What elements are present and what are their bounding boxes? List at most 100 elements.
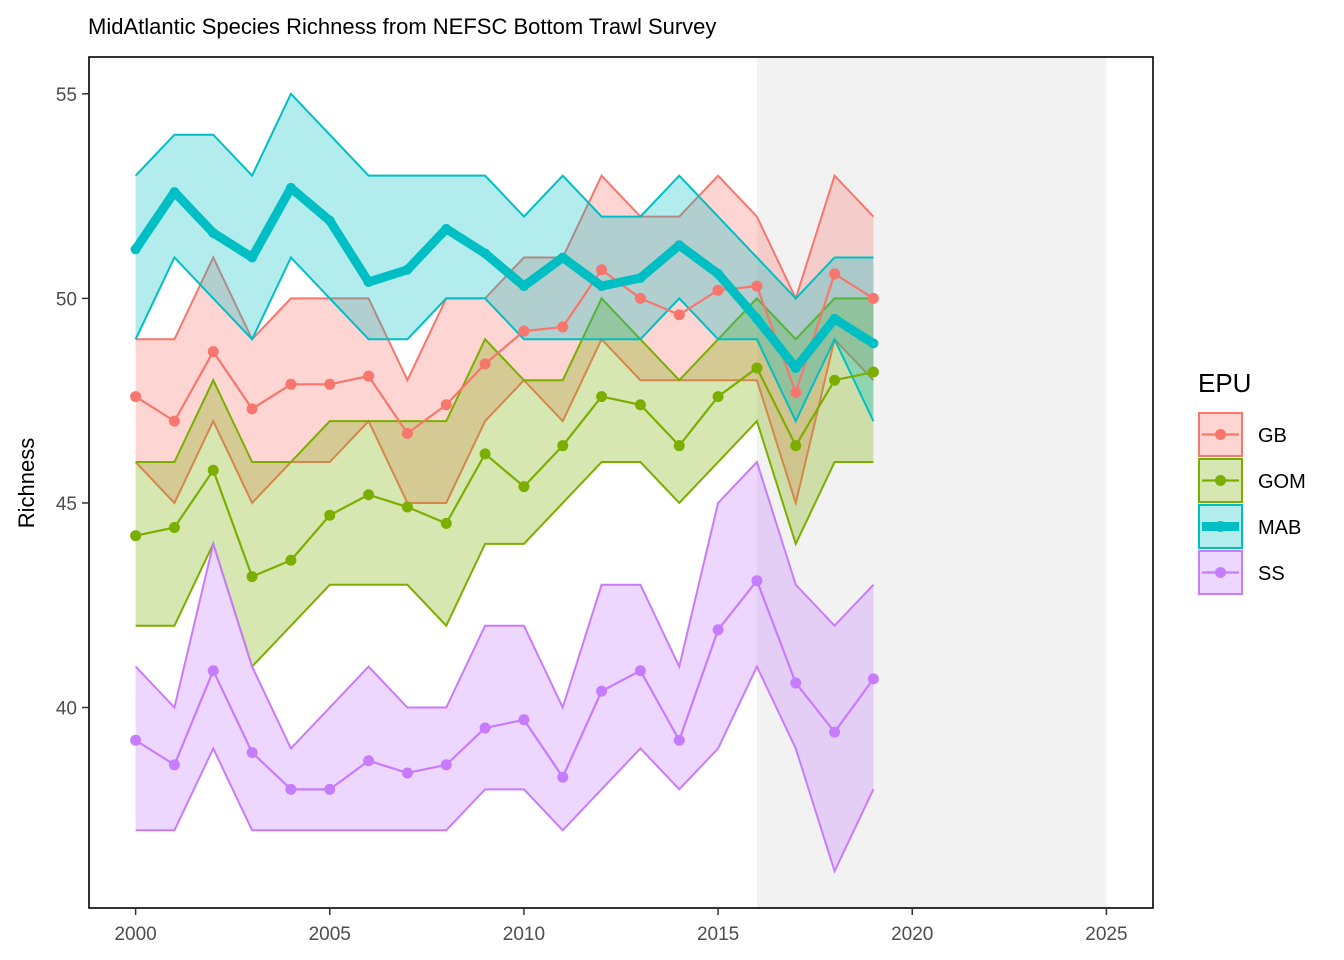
point-gb-2000 (130, 391, 142, 403)
legend-point (1215, 475, 1226, 486)
point-mab-2012 (596, 281, 607, 292)
point-gom-2001 (168, 522, 180, 534)
projection-shaded-region (756, 57, 1107, 908)
point-gb-2014 (673, 309, 685, 321)
point-gb-2004 (285, 378, 297, 390)
point-ss-2019 (867, 673, 879, 685)
band-lower-mab (134, 255, 875, 424)
point-gb-2010 (518, 325, 530, 337)
point-gom-2008 (440, 517, 452, 529)
point-gom-2003 (246, 571, 258, 583)
legend-label: SS (1258, 563, 1285, 585)
point-gb-2015 (712, 284, 724, 296)
point-mab-2009 (480, 248, 491, 259)
point-gb-2011 (557, 321, 569, 333)
point-ss-2005 (324, 783, 336, 795)
point-ss-2018 (829, 726, 841, 738)
point-ss-2003 (246, 747, 258, 759)
point-gom-2013 (634, 399, 646, 411)
y-tick-label: 55 (56, 85, 77, 106)
point-ss-2006 (363, 755, 375, 767)
point-gb-2019 (867, 292, 879, 304)
point-gb-2012 (596, 264, 608, 276)
legend-label: GB (1258, 425, 1287, 447)
point-ss-2014 (673, 734, 685, 746)
point-gb-2003 (246, 403, 258, 415)
band-lower-gb (134, 337, 875, 507)
y-tick-label: 40 (56, 699, 77, 720)
legend-title: EPU (1198, 368, 1251, 398)
point-mab-2019 (868, 338, 879, 349)
point-mab-2017 (790, 362, 801, 373)
confidence-bands (134, 92, 875, 874)
legend-label: GOM (1258, 471, 1306, 493)
point-ss-2001 (168, 759, 180, 771)
y-tick-label: 50 (56, 289, 77, 310)
point-mab-2013 (635, 272, 646, 283)
point-gb-2007 (401, 427, 413, 439)
series-line-gb (134, 268, 875, 435)
point-gb-2001 (168, 415, 180, 427)
point-mab-2008 (441, 223, 452, 234)
point-gom-2017 (790, 440, 802, 452)
legend-item-ss: SS (1198, 550, 1285, 595)
point-gom-2002 (207, 464, 219, 476)
series-line-mab (131, 183, 878, 373)
legend-point (1215, 429, 1226, 440)
series-lines (130, 182, 879, 795)
point-gom-2016 (751, 362, 763, 374)
point-gom-2007 (401, 501, 413, 513)
point-ss-2004 (285, 783, 297, 795)
point-gom-2005 (324, 509, 336, 521)
x-tick-label: 2000 (114, 924, 156, 945)
y-tick-label: 45 (56, 494, 77, 515)
band-gom (135, 298, 874, 667)
band-upper-gb (135, 173, 875, 383)
x-tick-label: 2025 (1085, 924, 1127, 945)
y-axis: 40 45 50 55 (56, 85, 89, 720)
plot-panel-border (88, 56, 1154, 909)
point-ss-2015 (712, 624, 724, 636)
point-gb-2005 (324, 378, 336, 390)
point-gb-2008 (440, 399, 452, 411)
point-ss-2010 (518, 714, 530, 726)
x-tick-label: 2010 (503, 924, 545, 945)
x-axis: 2000 2005 2010 2015 2020 2025 (114, 908, 1128, 945)
point-mab-2007 (402, 264, 413, 275)
point-ss-2016 (751, 575, 763, 587)
band-ss (135, 462, 874, 872)
point-ss-2008 (440, 759, 452, 771)
legend: EPU GB GOM MAB SS (1198, 368, 1306, 595)
legend-point (1215, 567, 1226, 578)
point-gom-2015 (712, 391, 724, 403)
point-gom-2011 (557, 440, 569, 452)
point-ss-2012 (596, 685, 608, 697)
point-mab-2000 (130, 244, 141, 255)
x-tick-label: 2015 (697, 924, 739, 945)
point-mab-2018 (829, 313, 840, 324)
band-lower-gom (135, 419, 874, 669)
legend-item-gom: GOM (1198, 458, 1306, 503)
x-tick-label: 2005 (309, 924, 351, 945)
x-tick-label: 2020 (891, 924, 933, 945)
series-line-ss (134, 579, 875, 791)
point-gb-2018 (829, 268, 841, 280)
point-ss-2013 (634, 665, 646, 677)
legend-point (1215, 521, 1226, 532)
point-gom-2014 (673, 440, 685, 452)
point-gom-2018 (829, 374, 841, 386)
band-lower-ss (135, 664, 875, 874)
point-ss-2007 (401, 767, 413, 779)
point-gom-2012 (596, 391, 608, 403)
series-line-gom (134, 366, 875, 578)
point-gom-2009 (479, 448, 491, 460)
point-mab-2001 (169, 187, 180, 198)
point-ss-2002 (207, 665, 219, 677)
point-mab-2010 (518, 281, 529, 292)
point-gb-2016 (751, 280, 763, 292)
point-mab-2005 (324, 215, 335, 226)
band-upper-ss (134, 460, 875, 751)
legend-item-mab: MAB (1198, 504, 1301, 549)
point-mab-2003 (247, 252, 258, 263)
